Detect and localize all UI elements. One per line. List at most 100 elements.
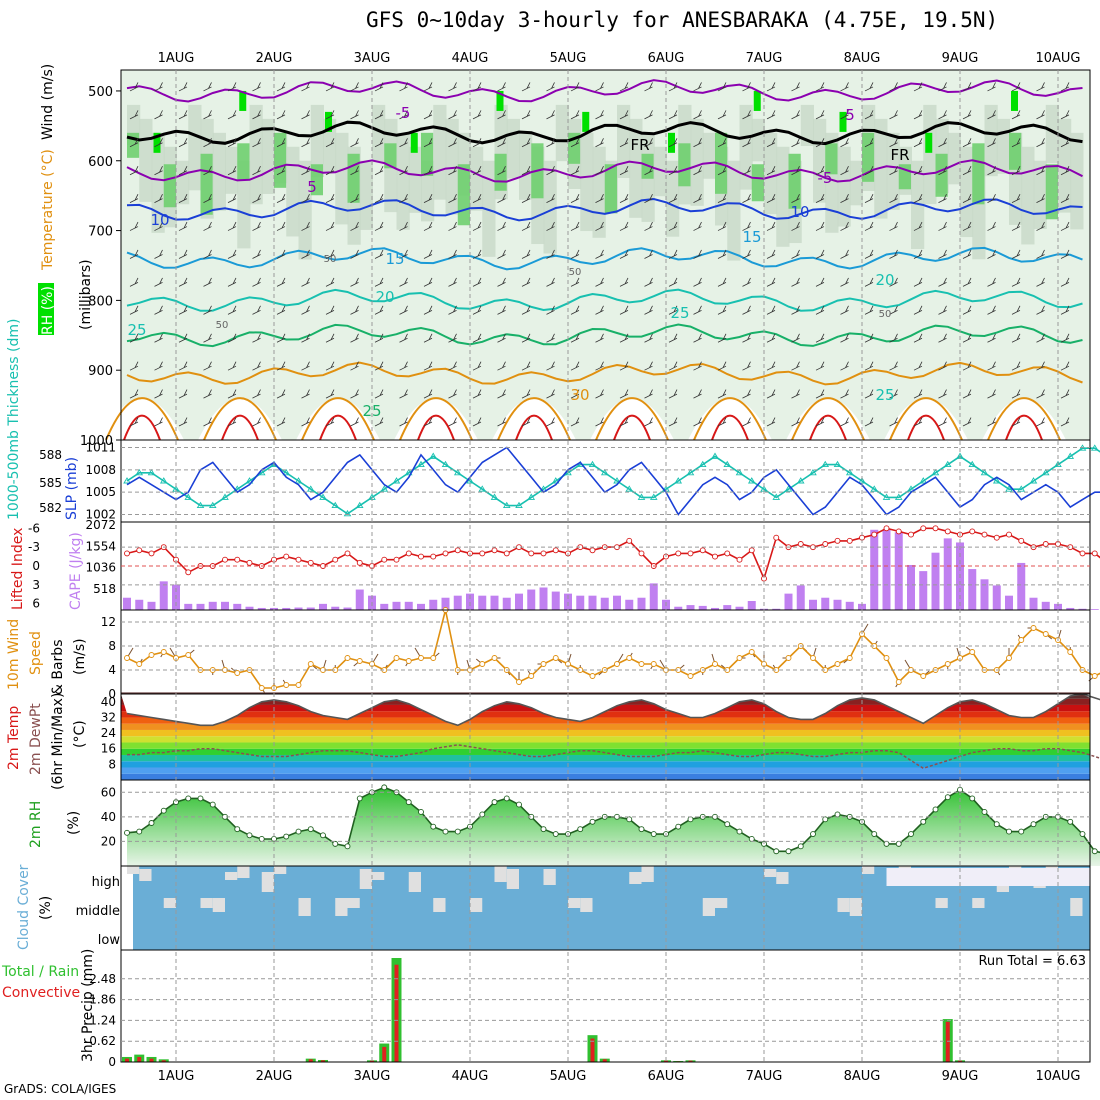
lifted-index-line-marker <box>993 534 1000 541</box>
wind-speed-line-marker <box>736 655 743 661</box>
cloud-mid-gap <box>470 898 483 912</box>
wind-barb <box>178 249 188 259</box>
wind-speed-line-marker <box>626 655 633 661</box>
wind-barb <box>350 417 359 427</box>
rh2m-line-marker <box>430 823 437 830</box>
cape-bar <box>784 593 793 610</box>
cloud-mid-gap <box>715 898 728 908</box>
rh-band <box>151 132 165 233</box>
cape-bar <box>735 606 744 610</box>
rh-axis-label: RH (%) <box>40 286 56 335</box>
wind-barb <box>154 277 163 287</box>
wind-barb <box>864 110 874 120</box>
thickness-line-marker <box>735 468 744 476</box>
wind-speed-line-marker <box>540 661 547 667</box>
wind-barb <box>227 193 237 203</box>
rh2m-line-marker <box>1091 848 1098 855</box>
pressure-tick-label: 800 <box>88 294 113 309</box>
wind-barb <box>791 82 800 92</box>
wind-barb <box>1060 138 1070 148</box>
thickness-line-marker <box>833 460 842 468</box>
wind-barb <box>448 138 457 148</box>
precip-convective-bar <box>945 1021 950 1062</box>
isotherm-label: 15 <box>742 228 761 246</box>
wind-barb <box>546 249 555 259</box>
wind-barb <box>644 110 653 120</box>
wind-barb <box>913 138 923 148</box>
rh-band <box>727 160 741 261</box>
lifted-index-line-marker <box>185 569 192 576</box>
wind-barb <box>301 249 310 259</box>
wind-barb <box>448 361 457 371</box>
rh2m-line-marker <box>993 821 1000 828</box>
rh-band <box>188 104 202 191</box>
rh2m-area <box>127 787 1100 866</box>
wind-barb <box>595 417 604 427</box>
slp-tick-label: 1005 <box>85 485 116 499</box>
wind-barb <box>962 166 972 176</box>
rh2m-line-marker <box>577 826 584 833</box>
wind-barb <box>276 249 286 259</box>
wind-barb <box>448 333 457 343</box>
wind-barb <box>864 249 874 259</box>
rh2m-line-marker <box>552 831 559 838</box>
thickness-line-marker <box>992 477 1001 484</box>
wind-barb <box>619 361 629 371</box>
lifted-index-line-marker <box>895 528 902 535</box>
wind-barb <box>693 110 702 120</box>
cloud-mid-gap <box>335 898 348 916</box>
wind-barb <box>987 305 996 315</box>
wind-barb <box>717 417 727 427</box>
wind-barb <box>497 249 506 259</box>
wind-barb <box>325 82 335 92</box>
isotherm-30-arch <box>693 397 767 441</box>
wind-barb <box>350 389 359 399</box>
wind-barb <box>1060 305 1070 315</box>
wind-barb <box>987 389 996 399</box>
lifted-index-line-marker <box>136 547 143 554</box>
wind-barb <box>301 305 310 315</box>
wind-barb <box>619 138 629 148</box>
rh2m-line-marker <box>479 811 486 818</box>
li-tick-label: 0 <box>32 559 40 573</box>
thickness-line-marker <box>1066 452 1075 459</box>
warm-surface-zone <box>198 398 282 440</box>
rh-green-band <box>457 164 470 226</box>
isotherm-15 <box>126 246 1083 271</box>
lifted-index-line-marker <box>418 553 424 560</box>
wind-barb <box>154 138 163 148</box>
wind-barb <box>1036 389 1045 399</box>
lifted-index-line-marker <box>1091 550 1098 557</box>
isotherm-30-arch <box>399 397 473 441</box>
wind-barb <box>693 417 702 427</box>
wind-barb <box>325 193 335 203</box>
rh-bright-band <box>153 132 161 153</box>
thickness-axis-label: 1000-500mb Thickness (dm) <box>6 319 22 520</box>
wind-speed-line-marker <box>810 655 816 661</box>
cape-bar <box>919 571 928 610</box>
wind-barb <box>570 249 580 259</box>
wind-speed-line-marker <box>1006 655 1012 661</box>
rh2m-line-marker <box>209 801 216 808</box>
rh2m-line-marker <box>442 828 449 835</box>
wind-barb <box>203 277 212 287</box>
wind-barb <box>374 193 384 203</box>
wind-barb <box>889 361 898 371</box>
cape-bar <box>882 529 891 610</box>
thickness-line-marker <box>319 493 327 500</box>
lifted-index-line-marker <box>552 547 559 554</box>
wind-barb <box>570 417 580 427</box>
cape-bar <box>245 606 254 610</box>
cape-bar <box>208 601 217 610</box>
cape-bar <box>159 581 168 610</box>
wind-barb <box>374 305 384 315</box>
wind-barb <box>325 333 335 343</box>
cape-bar <box>1005 595 1013 610</box>
cape-bar <box>184 603 193 610</box>
cape-bar <box>870 529 879 610</box>
rh-band <box>849 160 863 206</box>
wind-barb <box>864 277 874 287</box>
wind-barb <box>742 193 751 203</box>
wind-barb <box>374 389 384 399</box>
wind-barb <box>521 361 531 371</box>
